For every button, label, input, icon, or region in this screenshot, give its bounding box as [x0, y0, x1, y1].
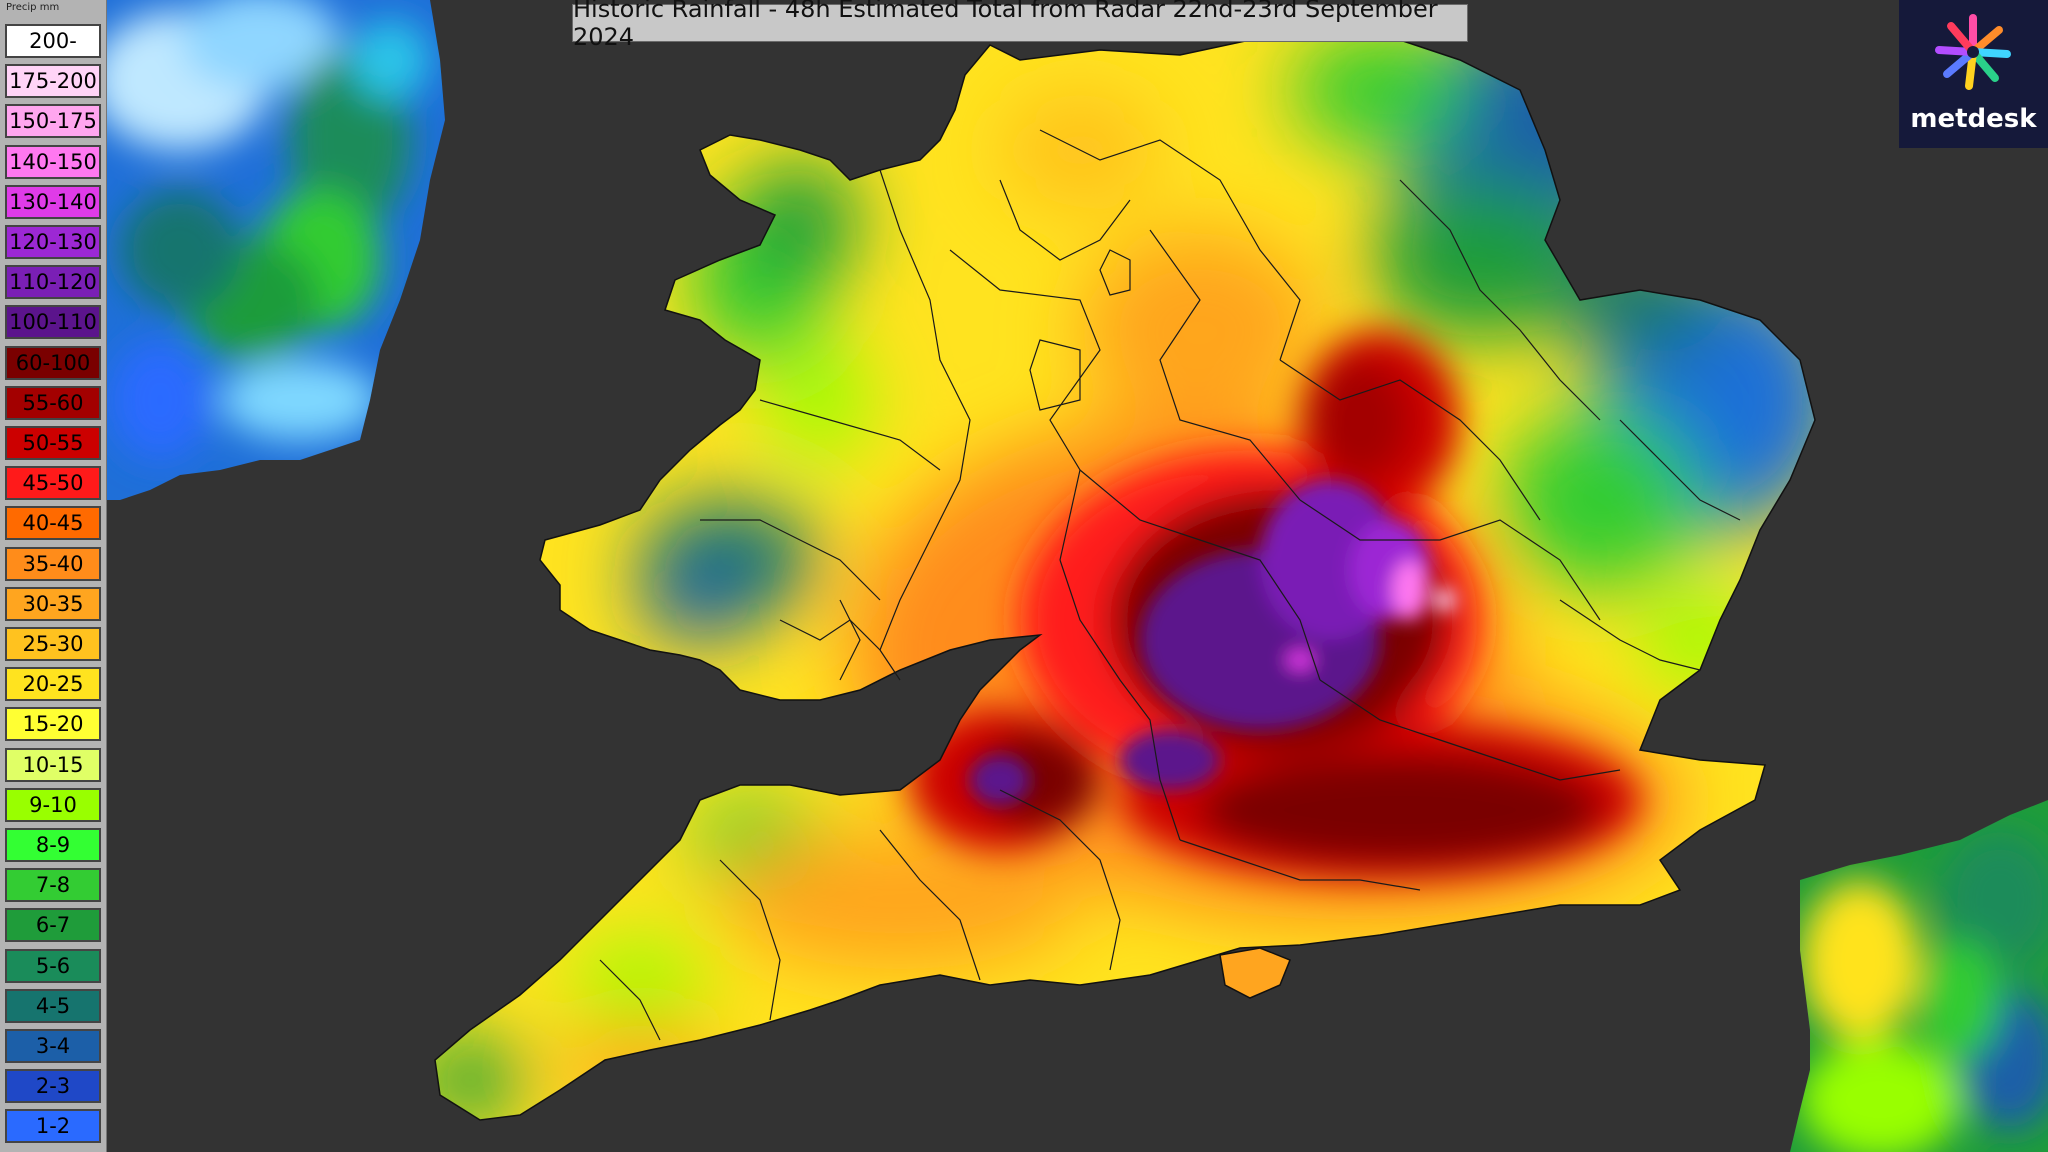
legend-item: 55-60	[5, 385, 101, 420]
legend-item: 60-100	[5, 345, 101, 380]
legend-item: 10-15	[5, 747, 101, 782]
legend-item: 9-10	[5, 787, 101, 822]
logo-text: metdesk	[1910, 104, 2037, 134]
legend-header: Precip mm	[6, 2, 60, 13]
legend-item: 8-9	[5, 828, 101, 862]
legend-item: 3-4	[5, 1029, 101, 1063]
ireland-rainfall-field	[106, 0, 445, 500]
legend-item: 45-50	[5, 466, 101, 501]
legend-item: 4-5	[5, 988, 101, 1023]
legend-item: 2-3	[5, 1069, 101, 1104]
legend-item: 50-55	[5, 426, 101, 460]
isle-of-wight	[1219, 947, 1291, 999]
legend-item: 15-20	[5, 707, 101, 742]
legend-item: 110-120	[5, 265, 101, 300]
legend-item: 1-2	[5, 1109, 101, 1144]
map-title: Historic Rainfall - 48h Estimated Total …	[572, 0, 1468, 51]
legend-item: 25-30	[5, 627, 101, 661]
legend-item: 120-130	[5, 225, 101, 259]
legend-item: 5-6	[5, 948, 101, 983]
legend-item: 200-	[5, 24, 101, 58]
legend-item: 140-150	[5, 144, 101, 179]
coastline	[434, 29, 1816, 1121]
precip-legend: Precip mm 200- 175-200 150-175 140-150 130-1…	[0, 0, 107, 1152]
legend-item: 35-40	[5, 546, 101, 581]
legend-item: 150-175	[5, 104, 101, 139]
legend-item: 130-140	[5, 184, 101, 219]
metdesk-flower-icon	[1935, 14, 2011, 90]
legend-item: 6-7	[5, 908, 101, 943]
legend-item: 7-8	[5, 868, 101, 903]
legend-item: 20-25	[5, 667, 101, 702]
legend-item: 100-110	[5, 305, 101, 340]
legend-item: 40-45	[5, 506, 101, 541]
legend-item: 30-35	[5, 586, 101, 621]
france-rainfall-field	[1790, 800, 2048, 1152]
county-boundaries	[599, 129, 1741, 1041]
legend-item: 175-200	[5, 64, 101, 99]
metdesk-logo: metdesk	[1899, 0, 2048, 148]
